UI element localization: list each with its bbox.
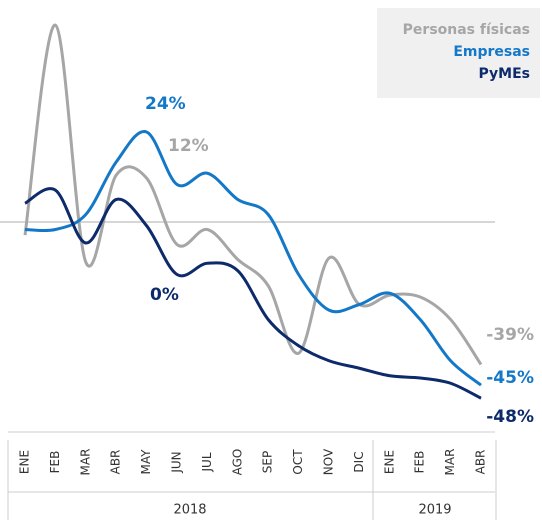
x-tick-label: DIC [352,451,366,472]
year-label: 2018 [173,503,206,518]
x-tick-label: MAY [139,449,153,475]
x-tick-label: NOV [322,448,336,475]
x-tick-label: MAR [443,449,457,476]
x-tick-label: JUN [170,451,184,473]
x-tick-label: FEB [48,451,62,474]
series-line [24,130,482,387]
annotation: 12% [168,136,209,156]
x-tick-label: ENE [382,450,396,474]
x-tick-label: AGO [230,449,244,476]
annotation: 0% [150,285,179,305]
year-label: 2019 [418,503,451,518]
legend-label: PyMEs [479,66,530,82]
series-line [24,187,482,400]
annotation: 24% [145,94,186,114]
legend-label: Personas físicas [403,22,530,38]
x-tick-label: FEB [413,451,427,474]
legend-label: Empresas [453,44,530,60]
annotation: -48% [486,407,534,427]
x-tick-label: SEP [261,451,275,473]
x-tick-label: MAR [78,449,92,476]
x-tick-label: ABR [474,450,488,475]
x-tick-label: ENE [18,450,32,474]
x-tick-label: OCT [291,449,305,475]
x-tick-label: JUL [200,452,214,472]
series-line [23,23,483,366]
legend-box [377,8,540,98]
x-tick-label: ABR [109,450,123,475]
annotation: -45% [486,368,534,388]
annotation: -39% [486,325,534,345]
